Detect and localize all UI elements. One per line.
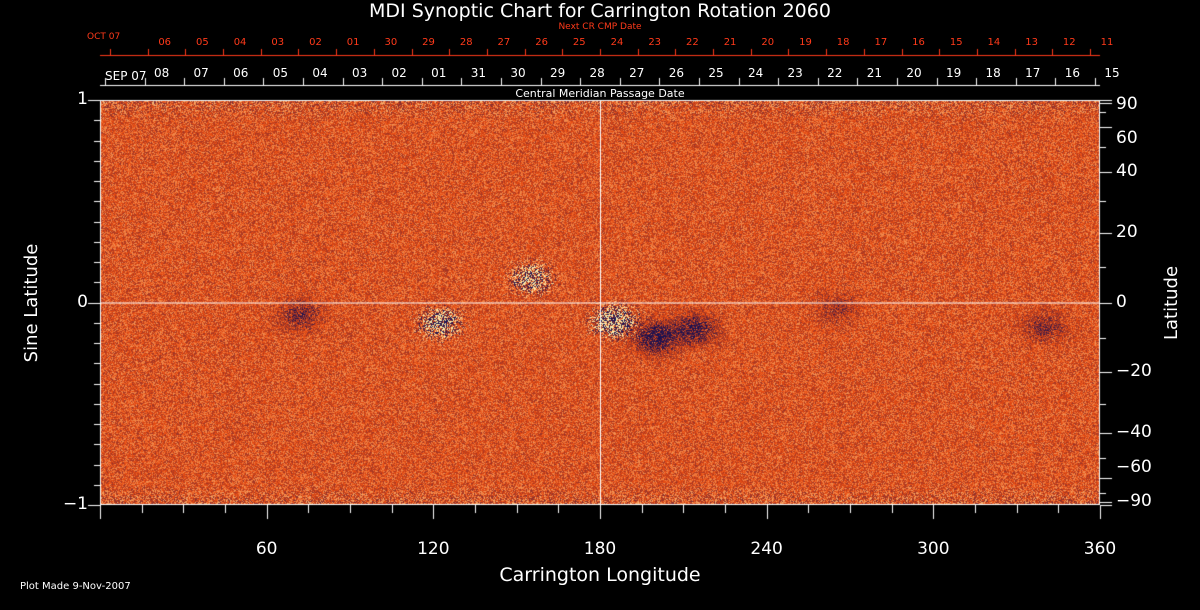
next-cmp-date-tick: 26 [535, 37, 548, 48]
cmp-date-label: Central Meridian Passage Date [515, 87, 685, 100]
cmp-date-tick: 23 [787, 66, 803, 80]
y-tick-label-left: −1 [62, 494, 88, 514]
next-cmp-date-tick: 15 [949, 37, 963, 48]
y-tick-label-right: −20 [1116, 360, 1152, 381]
next-cmp-date-tick: 03 [271, 37, 285, 48]
cmp-date-tick: 06 [233, 66, 249, 80]
cmp-date-tick: 04 [312, 66, 328, 80]
y-tick-label-right: −40 [1116, 421, 1152, 442]
cmp-date-tick: SEP 07 [105, 69, 147, 83]
next-cmp-date-tick: 06 [158, 37, 172, 48]
cmp-date-tick: 21 [866, 66, 883, 80]
cmp-date-tick: 05 [272, 66, 289, 80]
next-cr-cmp-label: Next CR CMP Date [558, 22, 642, 32]
next-cmp-date-tick: 28 [459, 37, 473, 48]
cmp-date-tick: 27 [629, 66, 645, 80]
x-tick-label: 360 [1083, 539, 1117, 559]
next-cmp-date-tick: 21 [723, 37, 737, 48]
y-tick-label-right: 0 [1116, 291, 1127, 312]
cmp-date-tick: 26 [668, 66, 685, 80]
cmp-date-tick: 08 [153, 66, 170, 80]
next-cmp-date-tick: 11 [1100, 37, 1114, 48]
y-tick-label-right: −90 [1116, 491, 1152, 511]
next-cmp-date-tick: 27 [497, 37, 511, 48]
next-cmp-date-tick: 18 [836, 37, 850, 48]
y-tick-label-right: 40 [1116, 161, 1138, 182]
x-axis-label: Carrington Longitude [499, 564, 701, 586]
next-cmp-date-tick: 12 [1062, 37, 1076, 48]
y-tick-label-left: 0 [77, 291, 88, 312]
cmp-date-tick: 03 [351, 66, 368, 80]
next-cmp-date-tick: 23 [648, 37, 662, 48]
cmp-date-tick: 30 [510, 66, 526, 80]
next-cmp-date-tick: 04 [233, 37, 247, 48]
next-cmp-date-tick: 05 [196, 37, 209, 48]
x-tick-label: 240 [750, 539, 783, 559]
cmp-date-tick: 01 [431, 66, 447, 80]
y-tick-label-right: 60 [1116, 128, 1138, 149]
next-cmp-date-tick: 19 [799, 37, 812, 48]
cmp-date-tick: 07 [193, 66, 209, 80]
cmp-date-tick: 19 [945, 66, 962, 80]
cmp-date-tick: 28 [589, 66, 605, 80]
cmp-date-tick: 20 [906, 66, 922, 80]
cmp-date-tick: 22 [827, 66, 843, 80]
next-cmp-date-tick: 30 [384, 37, 398, 48]
next-cmp-date-tick: 25 [572, 37, 586, 48]
cmp-date-tick: 02 [391, 66, 407, 80]
next-cmp-date-tick: 02 [309, 37, 322, 48]
x-tick-label: 300 [917, 539, 950, 559]
y-tick-label-left: 1 [77, 89, 88, 109]
next-cmp-date-tick: 22 [686, 37, 699, 48]
next-cmp-date-tick: 13 [1025, 37, 1038, 48]
next-cmp-date-tick: 17 [874, 37, 888, 48]
next-cmp-date-tick: 16 [912, 37, 925, 48]
x-tick-label: 120 [417, 539, 450, 559]
cmp-date-tick: 16 [1064, 66, 1081, 80]
cmp-date-tick: 24 [747, 66, 764, 80]
next-cmp-date-tick: 14 [987, 37, 1001, 48]
next-cmp-date-tick: OCT 07 [87, 32, 121, 42]
next-cmp-date-tick: 24 [610, 37, 624, 48]
cmp-date-tick: 18 [985, 66, 1001, 80]
y-tick-label-right: 90 [1116, 94, 1138, 114]
plot-made-footer: Plot Made 9-Nov-2007 [20, 581, 131, 592]
next-cmp-date-tick: 29 [422, 37, 435, 48]
y-tick-label-right: 20 [1116, 222, 1138, 243]
next-cmp-date-tick: 01 [346, 37, 360, 48]
x-tick-label: 60 [255, 539, 278, 559]
cmp-date-tick: 25 [708, 66, 724, 80]
cmp-date-tick: 31 [470, 66, 487, 80]
cmp-date-tick: 17 [1025, 66, 1041, 80]
cmp-date-tick: 29 [549, 66, 566, 80]
next-cmp-date-tick: 20 [761, 37, 775, 48]
y-tick-label-right: −60 [1116, 456, 1152, 477]
x-tick-label: 180 [583, 539, 617, 559]
cmp-date-tick: 15 [1104, 66, 1120, 80]
y-axis-label-right: Latitude [1161, 265, 1182, 341]
chart-title: MDI Synoptic Chart for Carrington Rotati… [369, 0, 831, 22]
